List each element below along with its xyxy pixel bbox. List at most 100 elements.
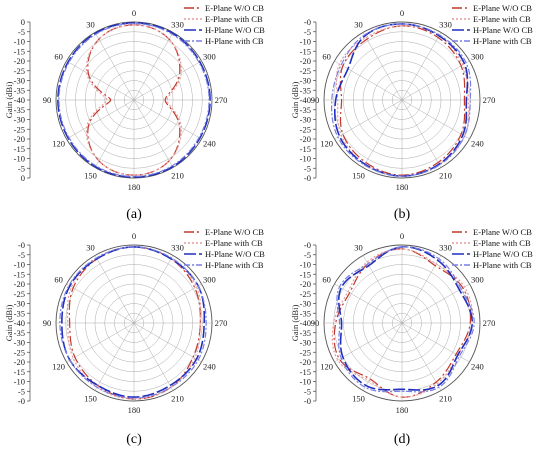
panel-1: 030609012015018021024027030033000-5-5-10… (4, 3, 265, 222)
angle-tick-label: 30 (86, 20, 95, 30)
angle-tick-label: 330 (439, 243, 452, 253)
angle-tick-label: 150 (352, 170, 365, 180)
angle-tick-label: 210 (171, 170, 184, 180)
grid-spoke (133, 60, 202, 101)
radial-tick-label: -25 (300, 124, 311, 134)
angle-tick-label: 0 (132, 231, 136, 241)
legend-label: H-Plane with CB (473, 36, 532, 46)
y-axis-label: Gain (dBi) (290, 82, 300, 119)
grid-spoke (133, 255, 174, 324)
panel-caption: (c) (126, 432, 142, 447)
angle-tick-label: 150 (84, 170, 97, 180)
grid-spoke (334, 99, 403, 140)
grid-spoke (334, 322, 403, 363)
legend-label: H-Plane with CB (205, 260, 264, 270)
legend-label: E-Plane with CB (205, 238, 263, 248)
radial-tick-label: -35 (14, 308, 25, 318)
grid-spoke (362, 32, 403, 101)
radial-tick-label: -15 (14, 367, 25, 377)
radial-tick-label: -30 (300, 115, 311, 125)
panel-caption: (d) (394, 432, 411, 447)
series-line-h-plane-with-cb (59, 246, 207, 399)
radial-tick-label: -40 (300, 318, 311, 328)
radial-tick-label: -10 (300, 377, 311, 387)
y-axis-label: Gain (dBi) (4, 82, 14, 119)
angle-tick-label: 120 (320, 362, 333, 372)
series-line-h-plane-w-o-cb (337, 246, 474, 391)
radial-tick-label: -0 (18, 240, 25, 250)
angle-tick-label: 240 (203, 139, 216, 149)
legend-label: E-Plane W/O CB (473, 227, 532, 237)
grid-spoke (401, 255, 442, 324)
radial-tick-label: -30 (300, 76, 311, 86)
legend-label: E-Plane with CB (205, 14, 263, 24)
legend-label: H-Plane W/O CB (473, 249, 533, 259)
angle-tick-label: 180 (128, 405, 141, 415)
angle-tick-label: 30 (354, 20, 363, 30)
grid-spoke (133, 322, 202, 363)
legend-label: E-Plane W/O CB (205, 227, 264, 237)
series-line-e-plane-w-o-cb (339, 25, 466, 176)
radial-tick-label: -40 (14, 318, 25, 328)
angle-tick-label: 60 (322, 52, 331, 62)
radial-tick-label: -20 (14, 56, 25, 66)
angle-tick-label: 150 (84, 393, 97, 403)
radial-tick-label: -15 (14, 269, 25, 279)
angle-tick-label: 60 (54, 275, 63, 285)
panel-caption: (a) (126, 207, 142, 222)
grid-spoke (362, 322, 403, 391)
radial-tick-label: -25 (14, 347, 25, 357)
grid-spoke (401, 99, 442, 168)
grid-spoke (362, 255, 403, 324)
angle-tick-label: 240 (203, 362, 216, 372)
radial-tick-label: -10 (300, 154, 311, 164)
radial-tick-label: -5 (304, 163, 311, 173)
radial-tick-label: -20 (14, 357, 25, 367)
grid-spoke (94, 255, 135, 324)
angle-tick-label: 30 (86, 243, 95, 253)
radial-tick-label: -20 (300, 357, 311, 367)
radial-tick-label: -10 (300, 260, 311, 270)
grid-spoke (133, 32, 174, 101)
panel-2: 0306090120150180210240270300330-0-0-5-5-… (290, 3, 533, 222)
radial-tick-label: -35 (14, 105, 25, 115)
radial-tick-label: -10 (14, 260, 25, 270)
grid-spoke (401, 32, 442, 101)
radial-tick-label: -0 (304, 240, 311, 250)
grid-spoke (94, 322, 135, 391)
grid-spoke (66, 322, 135, 363)
radial-tick-label: -5 (18, 386, 25, 396)
panels: 030609012015018021024027030033000-5-5-10… (4, 3, 533, 447)
grid-spoke (133, 283, 202, 324)
series-line-h-plane-with-cb (58, 22, 210, 178)
grid-spoke (362, 99, 403, 168)
angle-tick-label: 300 (203, 275, 216, 285)
radial-tick-label: -20 (300, 134, 311, 144)
radial-tick-label: -35 (300, 85, 311, 95)
series-line-e-plane-with-cb (331, 248, 474, 398)
radial-tick-label: -40 (300, 95, 311, 105)
legend-label: H-Plane W/O CB (473, 25, 533, 35)
angle-tick-label: 120 (52, 139, 65, 149)
radial-tick-label: -25 (300, 66, 311, 76)
radial-tick-label: -25 (300, 289, 311, 299)
angle-tick-label: 300 (471, 275, 484, 285)
panel-3: 0306090120150180210240270300330-0-0-5-5-… (4, 227, 265, 447)
legend-label: E-Plane with CB (473, 14, 531, 24)
radial-tick-label: -5 (304, 386, 311, 396)
radial-tick-label: -30 (14, 115, 25, 125)
angle-tick-label: 300 (471, 52, 484, 62)
angle-tick-label: 180 (128, 182, 141, 192)
legend-label: E-Plane W/O CB (473, 3, 532, 13)
radial-tick-label: -35 (14, 328, 25, 338)
radial-tick-label: -20 (14, 279, 25, 289)
angle-tick-label: 270 (483, 95, 496, 105)
grid-spoke (94, 99, 135, 168)
radial-tick-label: -5 (18, 250, 25, 260)
angle-tick-label: 60 (322, 275, 331, 285)
radial-tick-label: -25 (14, 124, 25, 134)
grid-spoke (133, 99, 202, 140)
angle-tick-label: 0 (400, 231, 404, 241)
radial-tick-label: -35 (300, 105, 311, 115)
